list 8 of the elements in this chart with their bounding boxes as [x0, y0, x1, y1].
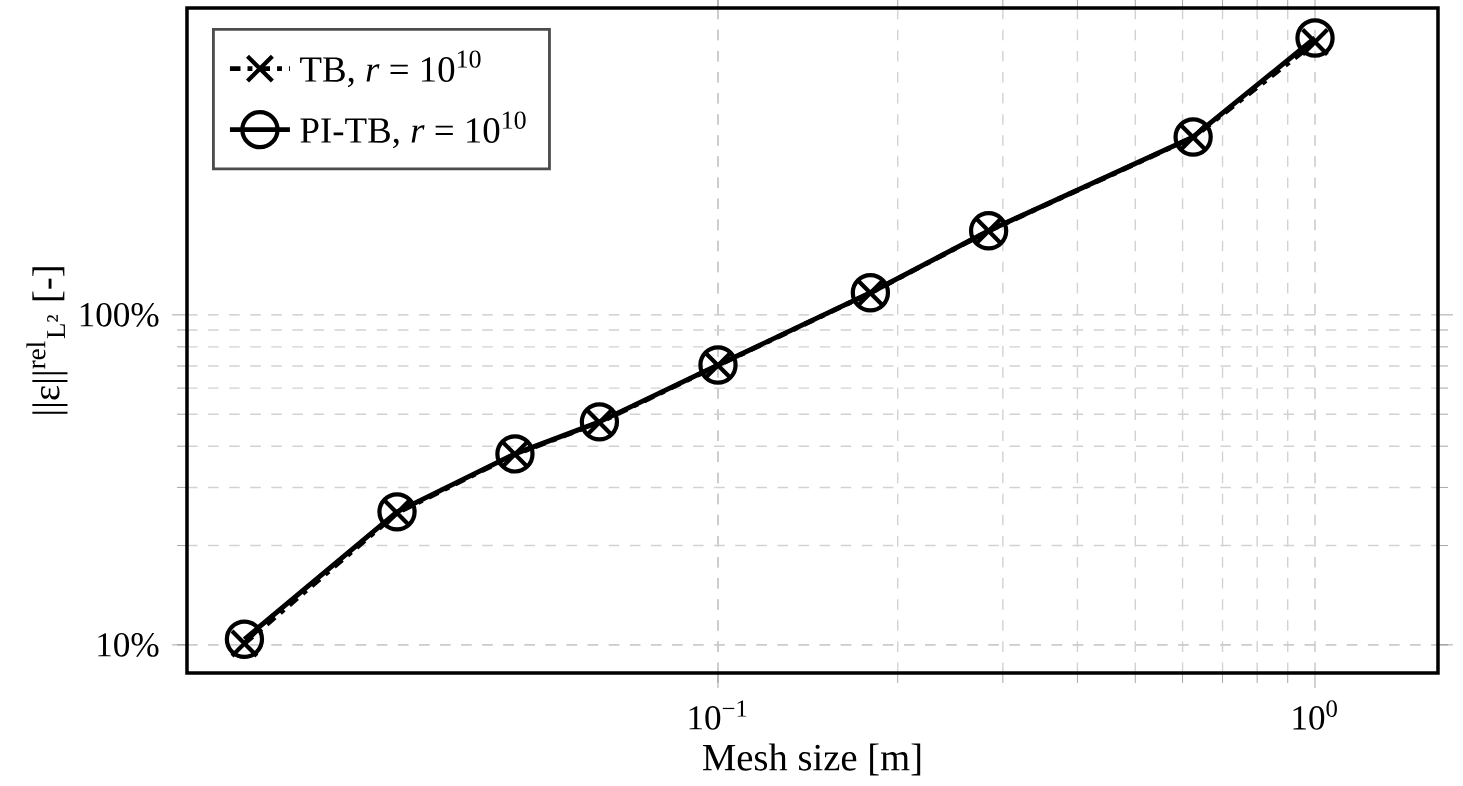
x-axis-title: Mesh size [m]: [703, 743, 921, 776]
x-tick-label: 10$^{−1}$: [689, 700, 747, 730]
y-axis-title: ||ε||$^{rel}$$_{L²}$ [-]: [26, 267, 68, 414]
legend-label: PI-TB, r = 10$^{10}$: [300, 111, 526, 149]
y-tick-label: 100%: [80, 302, 159, 327]
x-tick-label: 10$^{0}$: [1293, 700, 1337, 730]
legend-label: TB, r = 10$^{10}$: [300, 50, 481, 88]
y-tick-label: 10%: [98, 632, 159, 657]
